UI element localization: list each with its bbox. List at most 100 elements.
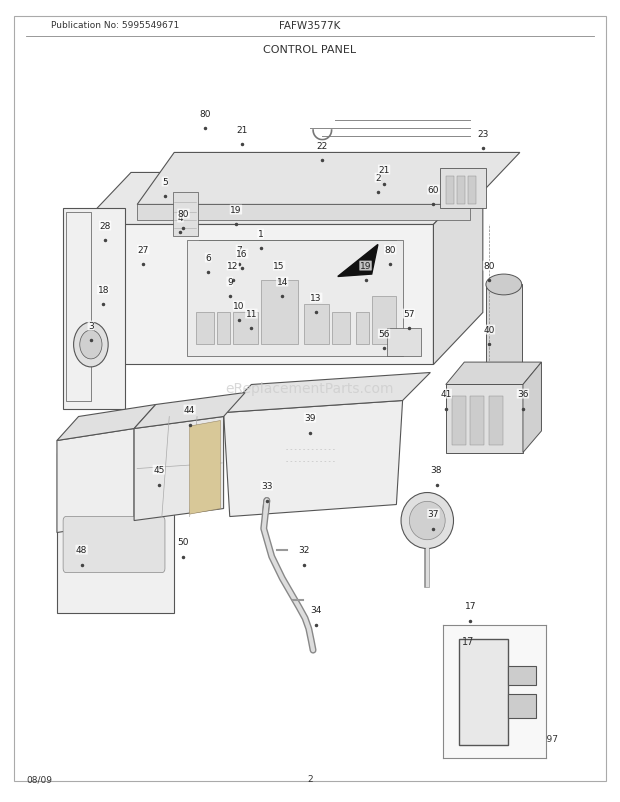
- Bar: [486, 286, 521, 381]
- Ellipse shape: [486, 275, 521, 295]
- Bar: [304, 305, 329, 345]
- Polygon shape: [523, 363, 541, 453]
- Bar: [489, 397, 503, 445]
- Text: 13: 13: [311, 294, 322, 302]
- Text: 38: 38: [431, 465, 442, 475]
- Polygon shape: [57, 405, 156, 441]
- Text: 16: 16: [236, 249, 248, 259]
- Text: 19: 19: [360, 261, 371, 271]
- Ellipse shape: [401, 493, 453, 549]
- Text: 33: 33: [261, 481, 273, 491]
- Text: 2: 2: [307, 774, 313, 783]
- Polygon shape: [57, 453, 174, 613]
- Text: 36: 36: [517, 390, 529, 399]
- Text: 7: 7: [236, 245, 242, 255]
- FancyBboxPatch shape: [63, 516, 165, 573]
- Bar: [233, 313, 257, 345]
- Polygon shape: [57, 429, 134, 533]
- Polygon shape: [82, 225, 433, 365]
- Text: 80: 80: [483, 261, 495, 271]
- Bar: [196, 313, 215, 345]
- Polygon shape: [190, 421, 221, 515]
- Text: 41: 41: [440, 390, 451, 399]
- Polygon shape: [63, 209, 125, 409]
- Text: 60: 60: [428, 186, 439, 195]
- Circle shape: [74, 322, 108, 367]
- Bar: [332, 313, 350, 345]
- Text: 32: 32: [298, 545, 309, 554]
- Bar: [468, 177, 476, 205]
- Text: 48: 48: [76, 545, 87, 554]
- Text: 3: 3: [88, 322, 94, 330]
- Text: 80: 80: [384, 245, 396, 255]
- Text: 19: 19: [230, 206, 242, 215]
- Text: 22: 22: [317, 142, 328, 151]
- Bar: [173, 193, 198, 237]
- Text: Publication No: 5995549671: Publication No: 5995549671: [51, 22, 179, 30]
- Bar: [508, 695, 536, 719]
- Text: 6: 6: [205, 253, 211, 263]
- Text: - - - - - - - - - - - -: - - - - - - - - - - - -: [285, 459, 335, 464]
- Bar: [471, 397, 484, 445]
- Text: 17: 17: [462, 636, 474, 646]
- Bar: [372, 297, 396, 345]
- Text: 21: 21: [236, 126, 248, 135]
- Bar: [356, 313, 369, 345]
- Text: 9: 9: [227, 277, 232, 286]
- Polygon shape: [224, 373, 430, 413]
- Text: - - - - - - - - - - - -: - - - - - - - - - - - -: [285, 447, 335, 452]
- Polygon shape: [134, 393, 245, 429]
- Polygon shape: [137, 205, 471, 221]
- Polygon shape: [433, 173, 483, 365]
- Bar: [459, 638, 508, 744]
- Polygon shape: [338, 245, 378, 277]
- Text: 14: 14: [277, 277, 288, 286]
- Bar: [260, 282, 298, 345]
- Text: 5: 5: [162, 178, 168, 187]
- Text: 4: 4: [177, 214, 183, 223]
- Bar: [387, 329, 421, 357]
- Polygon shape: [137, 153, 520, 205]
- Text: 2: 2: [375, 174, 381, 183]
- Text: 18: 18: [97, 286, 109, 294]
- Text: 80: 80: [178, 210, 189, 219]
- Text: 28: 28: [99, 222, 111, 231]
- Text: 37: 37: [428, 509, 439, 518]
- Text: 17: 17: [465, 602, 476, 610]
- Ellipse shape: [486, 372, 521, 390]
- Text: 15: 15: [273, 261, 285, 271]
- Ellipse shape: [409, 502, 445, 540]
- Polygon shape: [134, 417, 224, 520]
- Text: 39: 39: [304, 414, 316, 423]
- Bar: [452, 397, 466, 445]
- Bar: [446, 385, 523, 453]
- Text: 50: 50: [178, 537, 189, 546]
- Bar: [440, 169, 486, 209]
- Text: 08/09: 08/09: [26, 774, 52, 783]
- Text: 44: 44: [184, 406, 195, 415]
- Polygon shape: [446, 363, 541, 385]
- Text: 23: 23: [477, 130, 489, 139]
- Bar: [457, 177, 465, 205]
- Text: 10: 10: [233, 302, 245, 310]
- Bar: [508, 666, 536, 685]
- Bar: [218, 313, 230, 345]
- Circle shape: [80, 330, 102, 359]
- Text: CONTROL PANEL: CONTROL PANEL: [264, 46, 356, 55]
- Text: 34: 34: [311, 606, 322, 614]
- Text: 57: 57: [403, 310, 415, 318]
- Text: eReplacementParts.com: eReplacementParts.com: [226, 382, 394, 396]
- Bar: [199, 241, 396, 301]
- Text: FAFW3577K: FAFW3577K: [280, 22, 340, 31]
- Text: 56: 56: [378, 330, 390, 338]
- Polygon shape: [224, 401, 402, 516]
- Text: 27: 27: [138, 245, 149, 255]
- Text: 12: 12: [227, 261, 239, 271]
- Text: 45: 45: [153, 465, 164, 475]
- Polygon shape: [82, 173, 483, 225]
- Bar: [446, 177, 454, 205]
- Text: 11: 11: [246, 310, 257, 318]
- Text: 1: 1: [258, 229, 264, 239]
- Text: 40: 40: [484, 326, 495, 334]
- Text: 80: 80: [199, 110, 211, 119]
